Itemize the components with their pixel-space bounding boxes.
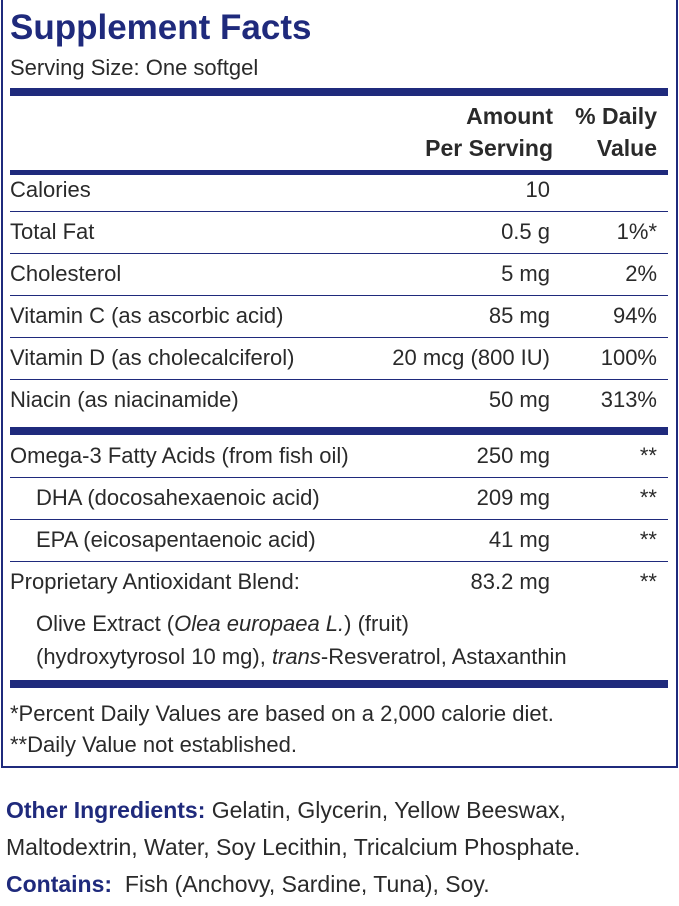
- row: Vitamin C (as ascorbic acid) 85 mg 94%: [0, 295, 679, 337]
- row: Niacin (as niacinamide) 50 mg 313%: [0, 379, 679, 421]
- row-dv: 94%: [612, 303, 657, 328]
- header-bar: [10, 170, 668, 175]
- row-amount: 20 mcg (800 IU): [392, 345, 550, 370]
- text: Olive Extract (: [36, 611, 175, 636]
- row-amount: 10: [525, 177, 550, 202]
- blend-description: Olive Extract (Olea europaea L.) (fruit): [36, 611, 409, 637]
- row-dv: **: [639, 443, 657, 468]
- row-amount: 209 mg: [476, 485, 550, 510]
- row-name: DHA (docosahexaenoic acid): [36, 485, 320, 510]
- row: EPA (eicosapentaenoic acid) 41 mg **: [0, 519, 679, 561]
- row-name: Proprietary Antioxidant Blend:: [10, 569, 300, 594]
- text: Olea europaea L.: [174, 611, 345, 636]
- row-name: Total Fat: [10, 219, 95, 244]
- blend-description: (hydroxytyrosol 10 mg), trans-Resveratro…: [36, 644, 567, 670]
- row-dv: 1%*: [616, 219, 657, 244]
- row-name: Vitamin D (as cholecalciferol): [10, 345, 295, 370]
- row-dv: 100%: [600, 345, 657, 370]
- footnote: **Daily Value not established.: [10, 732, 297, 757]
- title: Supplement Facts: [10, 8, 312, 47]
- row-dv: **: [639, 527, 657, 552]
- row-separator: [10, 561, 668, 562]
- serving-size: Serving Size: One softgel: [10, 55, 259, 80]
- row: DHA (docosahexaenoic acid) 209 mg **: [0, 477, 679, 519]
- row: Vitamin D (as cholecalciferol) 20 mcg (80…: [0, 337, 679, 379]
- row-dv: **: [639, 485, 657, 510]
- row-separator: [10, 253, 668, 254]
- text: ) (fruit): [344, 611, 409, 636]
- contains: Contains: Fish (Anchovy, Sardine, Tuna),…: [6, 871, 490, 898]
- header-text: Value: [596, 135, 657, 161]
- row-amount: 83.2 mg: [470, 569, 551, 594]
- row-separator: [10, 337, 668, 338]
- header-text: Per Serving: [425, 135, 553, 161]
- row-name: Calories: [10, 177, 91, 202]
- row-amount: 5 mg: [501, 261, 550, 286]
- label: Contains:: [6, 871, 113, 897]
- row: Cholesterol 5 mg 2%: [0, 253, 679, 295]
- header-text: Amount: [466, 103, 553, 129]
- row: Proprietary Antioxidant Blend: 83.2 mg **: [0, 561, 679, 603]
- thick-bar: [10, 427, 668, 435]
- row-separator: [10, 211, 668, 212]
- row-name: EPA (eicosapentaenoic acid): [36, 527, 316, 552]
- header-text: % Daily: [575, 103, 657, 129]
- row-separator: [10, 295, 668, 296]
- thick-bar: [10, 88, 668, 96]
- text: Fish (Anchovy, Sardine, Tuna), Soy.: [124, 871, 490, 897]
- row-amount: 0.5 g: [501, 219, 550, 244]
- amount-header: Amount Per Serving: [425, 100, 553, 164]
- other-ingredients: Other Ingredients: Gelatin, Glycerin, Ye…: [6, 792, 676, 866]
- row-name: Cholesterol: [10, 261, 122, 286]
- text: Gelatin, Glycerin, Yellow Beeswax, Malto…: [6, 797, 581, 860]
- row-name: Vitamin C (as ascorbic acid): [10, 303, 284, 328]
- row-dv: **: [639, 569, 657, 594]
- row-name: Omega-3 Fatty Acids (from fish oil): [10, 443, 349, 468]
- dv-header: % Daily Value: [575, 100, 657, 164]
- label: Other Ingredients:: [6, 797, 206, 823]
- row: Calories 10: [0, 169, 679, 211]
- row-dv: 2%: [625, 261, 657, 286]
- row-dv: 313%: [600, 387, 657, 412]
- text: (hydroxytyrosol 10 mg),: [36, 644, 272, 669]
- row-separator: [10, 477, 668, 478]
- row-separator: [10, 519, 668, 520]
- row-amount: 85 mg: [488, 303, 550, 328]
- row-name: Niacin (as niacinamide): [10, 387, 239, 412]
- row-amount: 50 mg: [488, 387, 550, 412]
- box: [1, 0, 678, 768]
- text: -Resveratrol, Astaxanthin: [320, 644, 567, 669]
- footnotes: *Percent Daily Values are based on a 2,0…: [10, 698, 554, 760]
- thick-bar: [10, 680, 668, 688]
- row-amount: 250 mg: [476, 443, 550, 468]
- row-amount: 41 mg: [488, 527, 550, 552]
- row: Total Fat 0.5 g 1%*: [0, 211, 679, 253]
- row-separator: [10, 379, 668, 380]
- text: trans: [271, 644, 321, 669]
- footnote: *Percent Daily Values are based on a 2,0…: [10, 701, 554, 726]
- row: Omega-3 Fatty Acids (from fish oil) 250 m…: [0, 435, 679, 477]
